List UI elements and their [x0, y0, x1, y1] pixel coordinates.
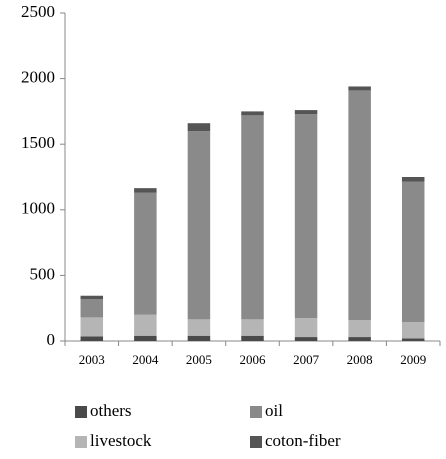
y-tick-label: 2000 — [21, 68, 55, 87]
y-tick-label: 1000 — [21, 199, 55, 218]
bar-segment — [401, 177, 425, 182]
x-tick-label: 2009 — [400, 352, 426, 367]
bar-segment — [294, 110, 318, 115]
bar-segment — [134, 335, 157, 341]
bar-segment — [187, 131, 211, 320]
x-tick-label: 2005 — [186, 352, 212, 367]
bar-segment — [348, 320, 371, 338]
bar-segment — [241, 111, 264, 116]
bar-segment — [241, 319, 264, 336]
bar-segment — [348, 337, 371, 341]
bar-segment — [80, 336, 104, 341]
bar-segment — [241, 335, 264, 341]
y-tick-label: 500 — [30, 264, 56, 283]
legend-swatch — [75, 406, 87, 418]
bar-segment — [134, 314, 157, 336]
bar-segment — [134, 192, 157, 315]
bar-segment — [348, 90, 371, 321]
x-tick-label: 2003 — [79, 352, 105, 367]
bar-segment — [294, 337, 318, 341]
legend-swatch — [75, 436, 87, 448]
x-tick-label: 2006 — [240, 352, 267, 367]
bar-segment — [348, 86, 371, 91]
legend-swatch — [250, 406, 262, 418]
bar-segment — [241, 115, 264, 320]
bar-segment — [401, 321, 425, 339]
bar-segment — [187, 335, 211, 341]
bar-segment — [401, 338, 425, 341]
x-tick-label: 2008 — [347, 352, 373, 367]
bar-segment — [187, 319, 211, 336]
bar-segment — [294, 114, 318, 319]
legend-label: coton-fiber — [265, 431, 341, 450]
legend-label: livestock — [90, 431, 152, 450]
y-tick-label: 1500 — [21, 133, 55, 152]
legend-label: oil — [265, 401, 283, 420]
bar-segment — [294, 318, 318, 338]
bar-segment — [134, 188, 157, 193]
y-tick-label: 0 — [47, 330, 56, 349]
y-tick-label: 2500 — [21, 2, 55, 21]
bar-segment — [80, 299, 104, 318]
bar-segment — [187, 123, 211, 132]
legend-label: others — [90, 401, 132, 420]
legend-swatch — [250, 436, 262, 448]
bar-segment — [80, 295, 104, 300]
x-tick-label: 2007 — [293, 352, 320, 367]
bar-segment — [401, 181, 425, 322]
x-tick-label: 2004 — [132, 352, 159, 367]
bar-segment — [80, 317, 104, 337]
